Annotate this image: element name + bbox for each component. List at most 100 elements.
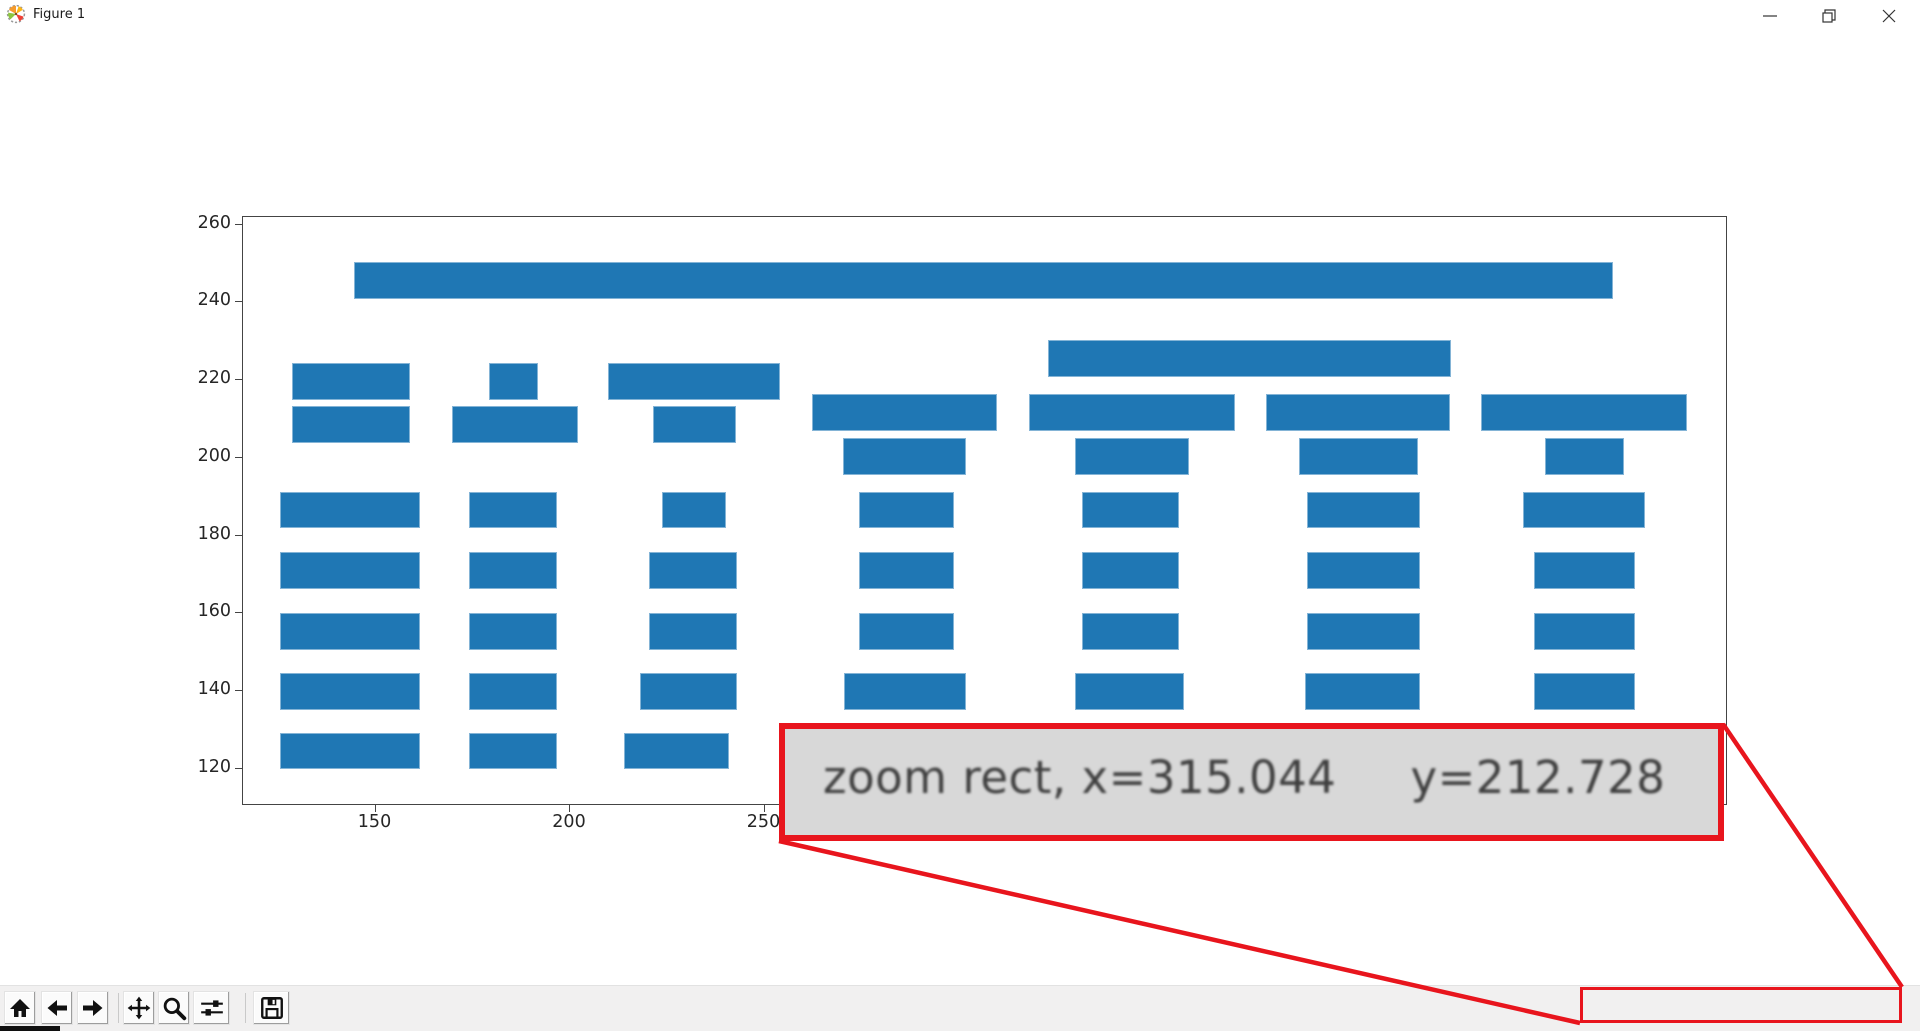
bar [653,405,736,443]
y-tick-label: 120 [197,756,231,777]
bar [292,405,410,443]
bar [1028,394,1236,432]
x-tick-label: 200 [552,812,586,832]
zoom-annotation-box: zoom rect, x=315.044 y=212.728 [779,723,1724,841]
y-tick-mark [235,612,242,614]
bar [1265,394,1450,432]
y-tick-mark [235,301,242,303]
bar [280,612,420,650]
bar [1307,491,1421,529]
bar [662,491,726,529]
bar [858,491,955,529]
forward-arrow-icon [83,1000,103,1016]
window-title: Figure 1 [33,7,86,22]
bar [1048,340,1452,378]
bar [843,673,967,710]
magnified-status-part1: zoom rect, x=315.044 [823,751,1337,804]
x-tick-label: 250 [746,812,781,832]
subplots-sliders-icon [200,1000,223,1016]
y-tick-label: 220 [197,368,231,389]
restore-button[interactable] [1798,0,1860,31]
bar [468,673,557,710]
x-tick-mark [763,805,765,812]
bar [468,732,557,770]
back-arrow-icon [47,1000,67,1016]
y-tick-label: 140 [197,679,231,700]
bar [280,491,420,529]
y-tick-label: 160 [197,601,231,622]
pan-move-icon [127,996,151,1020]
bar [292,362,410,400]
restore-icon [1822,8,1836,23]
bar [1307,612,1421,650]
bar [468,491,557,529]
x-tick-mark [569,805,570,812]
taskbar-sliver [0,1026,60,1031]
bar [1533,612,1635,650]
save-floppy-icon [260,997,283,1019]
bar [280,673,420,710]
bar [1082,491,1179,529]
home-button[interactable] [4,991,36,1025]
y-tick-label: 200 [197,445,231,466]
y-tick-label: 180 [197,523,231,544]
bar [649,551,737,589]
titlebar[interactable]: Figure 1 [0,0,1920,31]
x-tick-label: 150 [357,812,392,832]
bar [1299,437,1418,475]
bar [640,673,737,710]
bar [812,394,997,432]
forward-button[interactable] [77,991,109,1025]
bar [858,551,955,589]
bar [1533,673,1635,710]
bar [1522,491,1646,529]
minimize-button[interactable] [1739,0,1801,31]
bar [1082,612,1179,650]
toolbar-separator [245,993,246,1023]
bar [1082,551,1179,589]
bar [1481,394,1687,432]
bar [1545,437,1624,475]
bar [280,551,420,589]
y-tick-mark [235,223,242,225]
home-icon [10,999,30,1017]
zoom-button[interactable] [158,991,190,1025]
bar [1533,551,1635,589]
bar [1075,437,1190,475]
bar [468,612,557,650]
bar [1074,673,1184,710]
matplotlib-logo-icon [6,4,26,24]
bar [858,612,955,650]
bar [624,732,730,770]
magnified-status-part2: y=212.728 [1410,751,1666,804]
y-tick-mark [235,767,242,769]
y-tick-label: 240 [197,290,231,311]
close-icon [1882,9,1896,22]
bar [468,551,557,589]
save-button[interactable] [253,991,290,1025]
toolbar-separator [118,993,119,1023]
zoom-magnifier-icon [163,997,187,1021]
magnified-status-text: zoom rect, x=315.044 y=212.728 [823,751,1665,804]
bar [353,261,1614,299]
plot-axes[interactable]: 120 140 160 180 200 220 240 260 150 200 250 [198,213,1727,832]
bar [843,437,966,475]
bar [280,732,420,770]
bar [608,362,781,400]
y-tick-label: 260 [197,212,231,233]
close-button[interactable] [1858,0,1920,31]
x-tick-mark [374,805,376,812]
pan-button[interactable] [123,991,155,1025]
bar [451,405,578,443]
minimize-icon [1763,14,1777,17]
bar [1305,673,1421,710]
y-tick-mark [235,690,242,692]
back-button[interactable] [41,991,73,1025]
y-tick-mark [235,456,242,458]
y-tick-mark [235,379,242,381]
subplots-button[interactable] [193,991,230,1025]
bar [649,612,737,650]
bar [489,362,539,400]
